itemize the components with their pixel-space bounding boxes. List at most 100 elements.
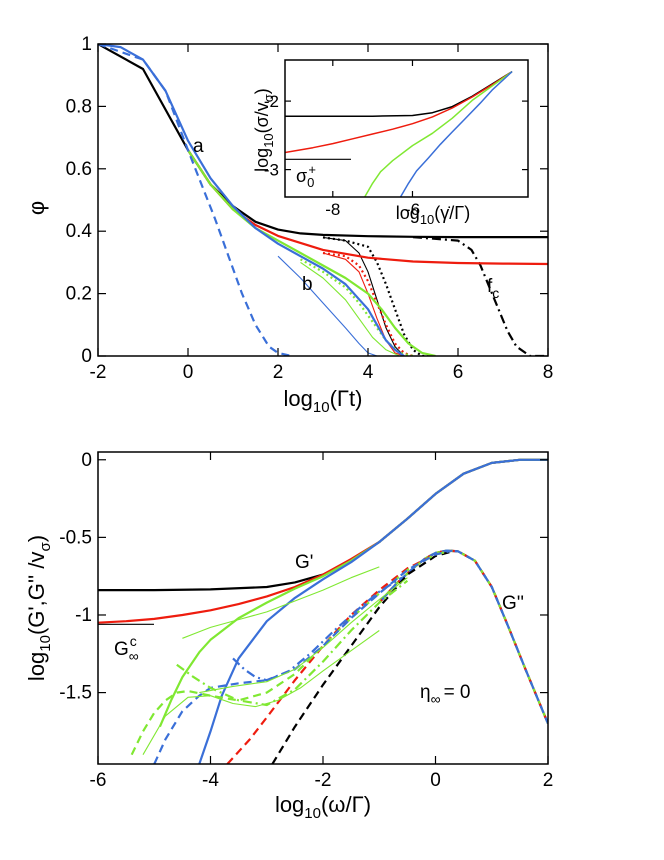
- moduli-ylabel-sub: 10: [37, 635, 54, 652]
- phi-ytick-label: 0.8: [66, 96, 92, 117]
- phi-xlabel-arg: (Γt): [330, 386, 363, 411]
- phi-ylabel: φ: [24, 201, 49, 215]
- moduli-ylabel: log10(G',G'' /vσ): [24, 535, 54, 681]
- moduli-xtick-label: 2: [543, 770, 554, 791]
- moduli-ylabel-subsigma: σ: [37, 542, 54, 552]
- phi-blue-dashed: [98, 44, 292, 356]
- inset-ytick-label: -2: [264, 92, 279, 111]
- phi-ytick-label: 1: [81, 34, 92, 55]
- label-Gprime: G': [295, 552, 313, 573]
- inset-series: [285, 70, 513, 197]
- moduli-green-thin-1: [142, 630, 380, 755]
- phi-red-thin: [322, 252, 405, 356]
- inset-xtick-label: -6: [405, 200, 420, 219]
- moduli-ytick-label: 0: [81, 450, 92, 471]
- phi-red-dotted: [322, 251, 414, 356]
- sigma0-sub: 0: [307, 175, 314, 190]
- inset-red: [285, 70, 513, 154]
- inset-xlabel: log10(γ̇/Γ): [396, 203, 470, 227]
- moduli-xtick-label: 0: [430, 770, 441, 791]
- moduli-g-green-dashed: [130, 549, 453, 756]
- moduli-series: [98, 458, 548, 764]
- inset-ytick-label: -3: [264, 161, 279, 180]
- sigma0-sup: +: [308, 162, 316, 177]
- label-eta-val: = 0: [444, 682, 471, 703]
- inset-xlabel-arg: (γ̇/Γ): [434, 203, 470, 223]
- moduli-xlabel-sub: 10: [304, 805, 321, 822]
- label-b: b: [302, 274, 313, 295]
- phi-xtick-label: 6: [453, 362, 464, 383]
- sigma0-label: σ0+: [296, 162, 316, 190]
- phi-xtick-label: 8: [543, 362, 554, 383]
- phi-xtick-label: 4: [363, 362, 374, 383]
- label-eta-main: η: [420, 682, 431, 703]
- moduli-g-blue-dash-dot: [232, 576, 403, 682]
- moduli-plot-frame: [97, 451, 549, 765]
- moduli-g-blue-dashed: [153, 549, 453, 764]
- moduli-ylabel-close: ): [24, 535, 49, 542]
- inset-ylabel-close: ): [252, 88, 272, 94]
- moduli-g-green-dash-dot: [176, 579, 409, 707]
- label-a: a: [193, 136, 204, 157]
- moduli-xtick-label: -6: [90, 770, 107, 791]
- inset-blue: [399, 71, 513, 197]
- phi-xtick-label: 2: [273, 362, 284, 383]
- phi-ytick-label: 0.2: [66, 284, 92, 305]
- phi-plot-frame: [97, 43, 549, 357]
- phi-ytick-label: 0: [81, 346, 92, 367]
- inset-background: [285, 60, 528, 197]
- label-eta: η∞ = 0: [420, 682, 471, 707]
- panel-moduli: -6 -4 -2 0 2 0 -0.5 -1 -1.5 log10(ω/Γ) log10(G',…: [24, 450, 553, 822]
- inset-ylabel-subsigma: σ: [261, 94, 276, 102]
- inset-green: [364, 70, 513, 197]
- phi-xlabel-sub: 10: [313, 399, 330, 416]
- inset-ylabel: log10(σ/vσ): [252, 88, 276, 172]
- moduli-green-thin-2: [182, 566, 380, 639]
- label-fc-sub: c: [492, 285, 499, 301]
- phi-green-solid: [187, 149, 436, 356]
- phi-black-dash-dot: [412, 236, 548, 356]
- moduli-xlabel-arg: (ω/Γ): [321, 792, 371, 817]
- label-Gdoubleprime: G'': [502, 593, 524, 614]
- moduli-ytick-label: -1: [75, 605, 92, 626]
- phi-ytick-label: 0.6: [66, 159, 92, 180]
- inset-flow-curve: -8 -6-2-3 log10(γ̇/Γ) log10(σ/vσ) σ0+: [252, 59, 529, 227]
- phi-green-thin: [300, 261, 400, 356]
- inset-frame: [284, 59, 529, 198]
- label-fc-main: f: [487, 276, 493, 297]
- label-eta-sub: ∞: [431, 691, 441, 707]
- moduli-axis-ticks: -6 -4 -2 0 2 0 -0.5 -1 -1.5: [59, 450, 553, 791]
- moduli-g-red: [98, 458, 548, 624]
- moduli-xlabel: log10(ω/Γ): [275, 792, 371, 822]
- label-Ginf: G∞c: [114, 633, 139, 664]
- moduli-g-all-dashed-blue: [378, 549, 548, 725]
- inset-xtick-label: -8: [325, 200, 340, 219]
- inset-ylabel-arg: (σ/v: [252, 102, 272, 133]
- phi-ytick-label: 0.4: [66, 221, 93, 242]
- label-Ginf-sub: ∞: [129, 648, 139, 664]
- label-Ginf-sup: c: [130, 633, 137, 649]
- inset-ylabel-sub: 10: [261, 133, 276, 147]
- panel-phi: -2 0 2 4 6 800.20.40.60.81 log10(Γt) φ a b fc…: [24, 34, 553, 416]
- moduli-g-black-dashed: [271, 550, 453, 764]
- moduli-green-thin-3: [199, 577, 408, 694]
- phi-axis-ticks: -2 0 2 4 6 800.20.40.60.81: [66, 34, 554, 383]
- phi-xlabel: log10(Γt): [284, 386, 363, 416]
- moduli-ytick-label: -1.5: [59, 683, 92, 704]
- sigma0-sym: σ: [296, 166, 307, 186]
- phi-blue-solid: [98, 44, 405, 356]
- moduli-ylabel-arg: (G',G'' /v: [24, 552, 49, 636]
- phi-black-dotted: [322, 236, 431, 356]
- phi-xtick-label: 0: [183, 362, 194, 383]
- moduli-xtick-label: -2: [315, 770, 332, 791]
- label-fc: fc: [487, 276, 499, 301]
- inset-axis-ticks: -8 -6 -2 -3: [264, 60, 528, 219]
- phi-xtick-label: -2: [90, 362, 107, 383]
- moduli-g-blue: [198, 458, 548, 764]
- moduli-xtick-label: -4: [202, 770, 219, 791]
- label-Ginf-main: G: [114, 639, 129, 660]
- inset-xlabel-sub: 10: [420, 212, 434, 227]
- moduli-ytick-label: -0.5: [59, 527, 92, 548]
- phi-black-thin: [322, 236, 413, 356]
